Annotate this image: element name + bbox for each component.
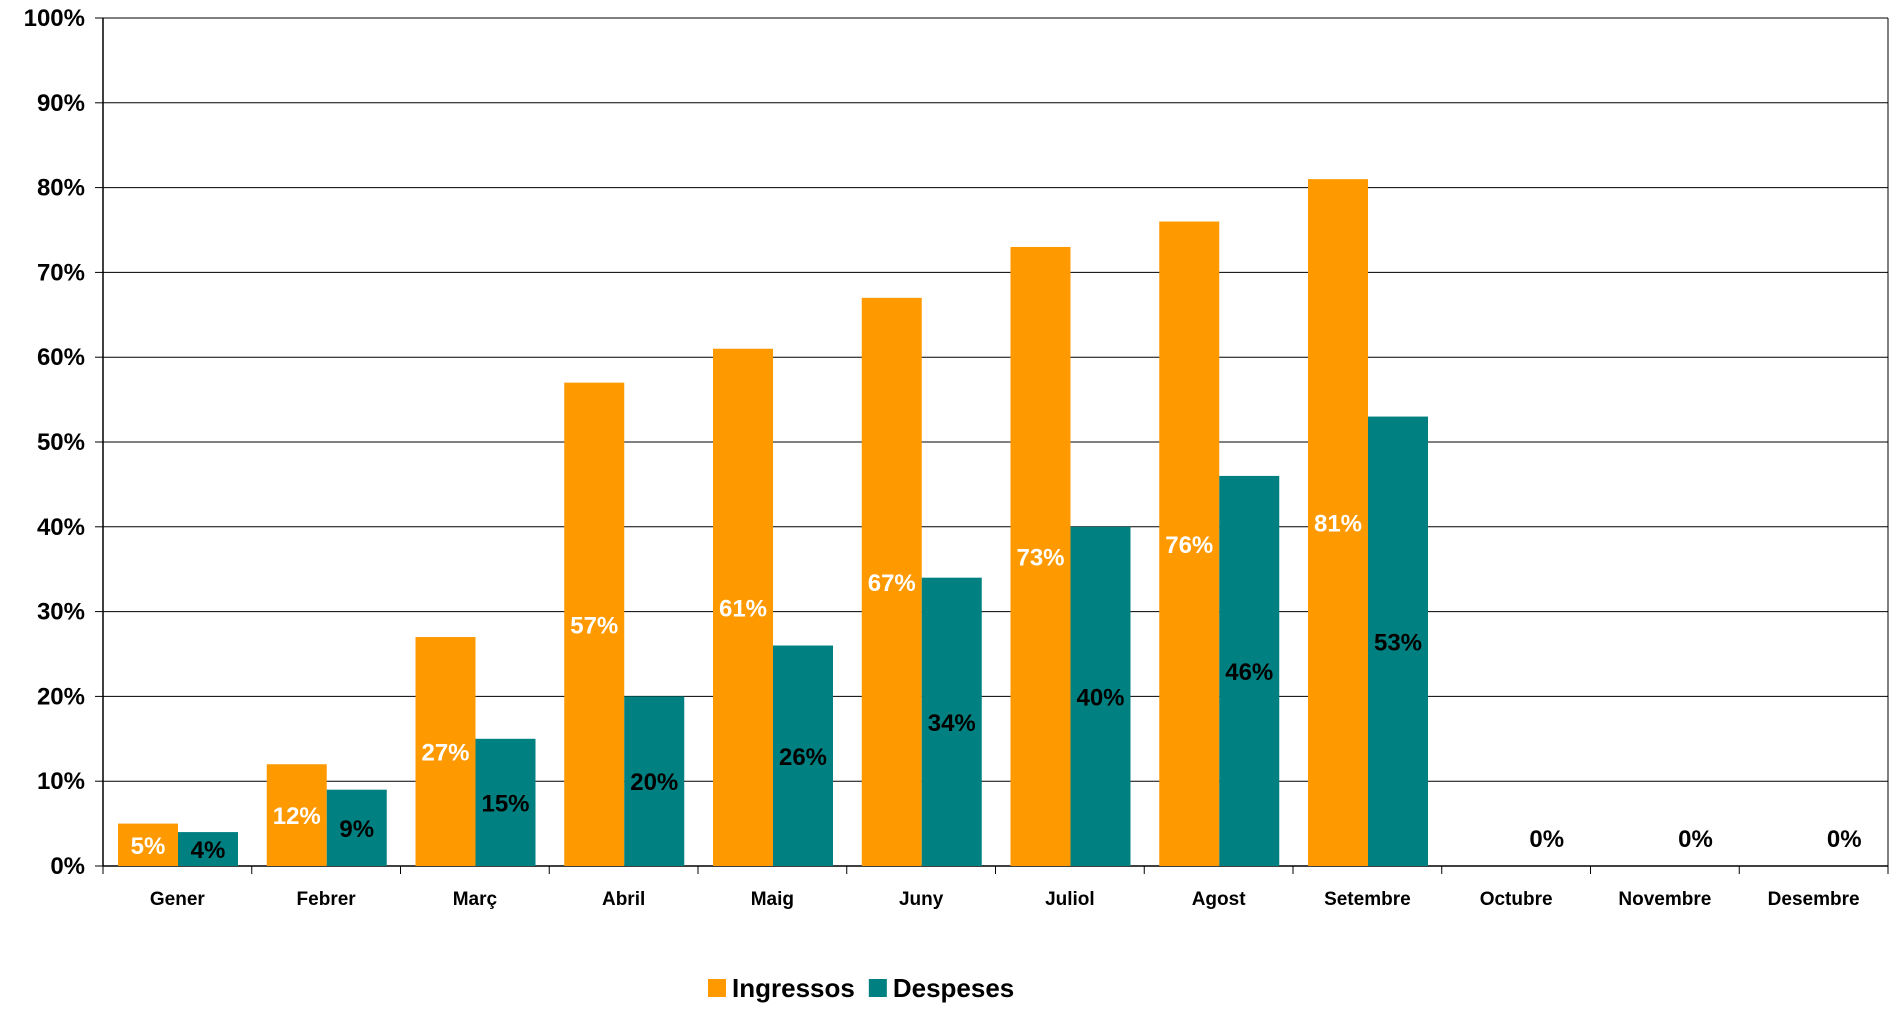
data-label-despeses: 34% [928,710,976,737]
x-tick-label: Novembre [1618,889,1711,910]
data-label-despeses: 15% [481,790,529,817]
data-label-ingressos: 81% [1314,511,1362,538]
data-label-ingressos: 5% [131,833,166,860]
y-tick-label: 10% [37,768,85,795]
data-label-ingressos: 57% [570,612,618,639]
x-tick-label: Desembre [1768,889,1860,910]
x-tick-label: Agost [1192,889,1247,910]
x-tick-label: Març [453,889,498,910]
bar-ingressos-juny [861,297,922,867]
bar-despeses-juny [921,577,982,866]
data-label-despeses: 0% [1827,826,1862,853]
data-label-despeses: 0% [1678,826,1713,853]
data-label-despeses: 0% [1529,826,1564,853]
data-label-ingressos: 73% [1016,544,1064,571]
bar-despeses-març [475,738,536,866]
data-label-despeses: 26% [779,744,827,771]
bars [118,179,1428,867]
bar-ingressos-gener [118,823,178,866]
x-tick-label: Setembre [1324,889,1411,910]
y-axis: 0% 10% 20% 30% 40% 50% 60% 70% 80% 90% 100% [24,5,104,880]
y-tick-label: 40% [37,514,85,541]
data-label-despeses: 46% [1225,659,1273,686]
legend-swatch-despeses [868,979,887,997]
data-label-despeses: 9% [339,816,374,843]
x-axis: Gener Febrer Març Abril Maig Juny Juliol Agost S… [102,865,1889,910]
data-label-despeses: 53% [1374,629,1422,656]
data-label-despeses: 20% [630,769,678,796]
data-label-ingressos: 61% [719,595,767,622]
legend-label-ingressos: Ingressos [732,973,855,1003]
gridlines [103,17,1889,867]
data-label-ingressos: 27% [421,740,469,767]
y-tick-label: 70% [37,259,85,286]
data-label-ingressos: 76% [1165,532,1213,559]
data-label-despeses: 40% [1076,684,1124,711]
y-tick-label: 90% [37,90,85,117]
data-labels: 5% 12% 27% 57% 61% 67% 73% 76% 81% 4% 9% 15% 20% 26% 3… [131,511,1862,864]
bar-ingressos-agost [1159,221,1220,866]
bar-ingressos-juliol [1010,246,1071,866]
y-tick-label: 20% [37,683,85,710]
y-tick-label: 0% [50,853,85,880]
x-tick-label: Juliol [1045,889,1095,910]
legend-label-despeses: Despeses [893,973,1014,1003]
bar-despeses-febrer [326,789,387,866]
x-tick-label: Octubre [1480,889,1553,910]
x-tick-label: Maig [751,889,794,910]
bar-ingressos-abril [564,382,625,866]
y-tick-label: 50% [37,429,85,456]
x-tick-label: Gener [150,889,206,910]
bar-ingressos-febrer [266,764,327,866]
bar-despeses-juliol [1070,526,1131,866]
x-tick-label: Febrer [297,889,357,910]
y-tick-label: 60% [37,344,85,371]
bar-ingressos-setembre [1308,179,1368,866]
bar-ingressos-març [415,637,476,866]
y-tick-label: 30% [37,599,85,626]
bar-despeses-agost [1219,475,1280,866]
data-label-ingressos: 67% [868,570,916,597]
x-tick-label: Juny [899,889,944,910]
legend-swatch-ingressos [708,979,726,997]
bar-ingressos-maig [713,348,773,867]
data-label-ingressos: 12% [273,803,321,830]
legend: Ingressos Despeses [708,973,1014,1003]
bar-despeses-gener [178,832,238,866]
bar-despeses-setembre [1368,416,1428,866]
y-tick-label: 100% [24,5,85,32]
x-tick-label: Abril [602,889,645,910]
y-tick-label: 80% [37,175,85,202]
data-label-despeses: 4% [191,837,226,864]
bar-despeses-abril [624,696,685,866]
bar-despeses-maig [773,645,833,866]
